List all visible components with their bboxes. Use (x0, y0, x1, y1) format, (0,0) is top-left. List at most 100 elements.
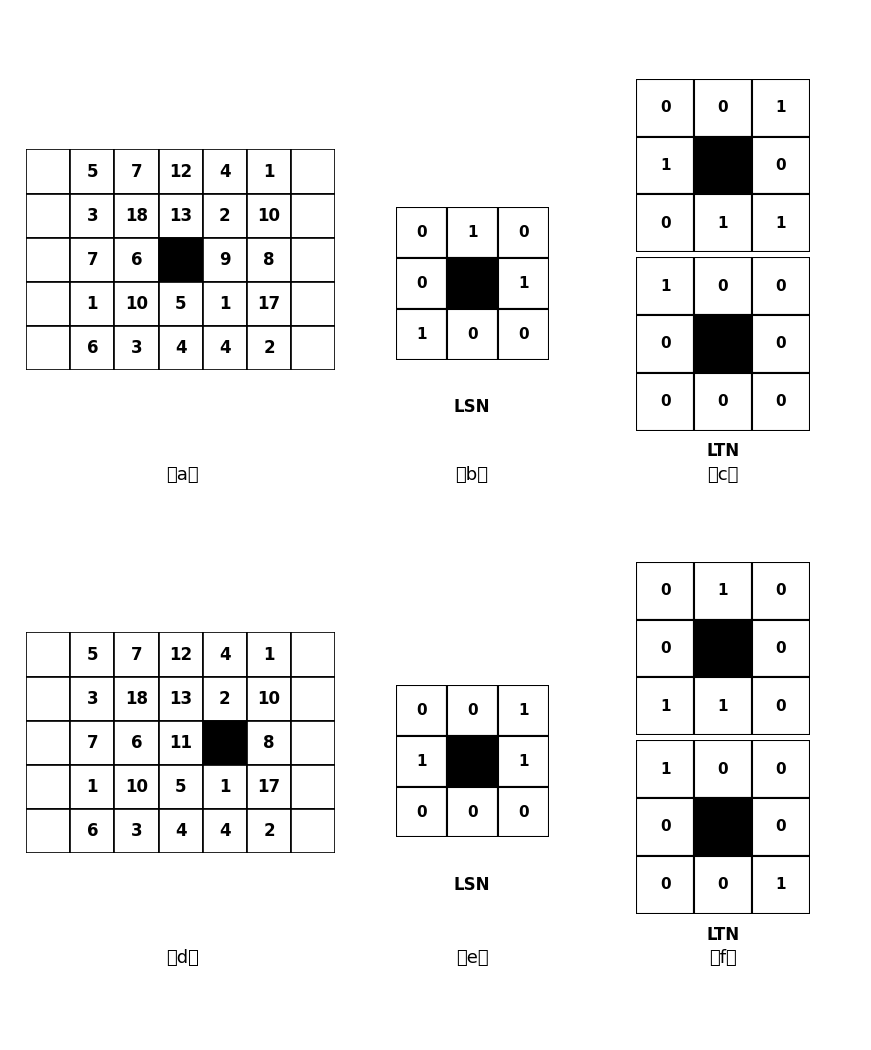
Text: 3: 3 (86, 207, 98, 225)
Bar (203, 237, 247, 282)
Text: 1: 1 (660, 278, 671, 294)
Text: 1: 1 (86, 778, 98, 796)
Bar (291, 237, 335, 282)
Text: 0: 0 (416, 225, 427, 240)
Bar (752, 677, 809, 735)
Bar (291, 193, 335, 237)
Text: 0: 0 (775, 336, 786, 352)
Bar (637, 315, 694, 373)
Text: LTN: LTN (706, 925, 739, 944)
Bar (637, 856, 694, 914)
Bar (26, 632, 71, 676)
Text: 0: 0 (718, 761, 728, 777)
Bar (159, 149, 203, 193)
Text: 0: 0 (416, 702, 427, 718)
Text: 0: 0 (660, 640, 671, 656)
Bar (752, 740, 809, 798)
Bar (637, 740, 694, 798)
Text: 0: 0 (660, 583, 671, 598)
Text: LSN: LSN (454, 876, 490, 895)
Bar (637, 257, 694, 315)
Text: 4: 4 (219, 822, 231, 840)
Bar (71, 149, 114, 193)
Bar (498, 736, 549, 786)
Bar (71, 193, 114, 237)
Text: 11: 11 (169, 734, 192, 752)
Text: 7: 7 (86, 251, 98, 269)
Bar (71, 327, 114, 371)
Bar (694, 740, 752, 798)
Text: 0: 0 (718, 877, 728, 892)
Bar (71, 810, 114, 854)
Bar (291, 765, 335, 810)
Bar (247, 327, 291, 371)
Bar (694, 562, 752, 619)
Text: 4: 4 (219, 163, 231, 181)
Text: 1: 1 (219, 778, 231, 796)
Bar (26, 765, 71, 810)
Bar (71, 676, 114, 720)
Bar (752, 373, 809, 430)
Text: 18: 18 (125, 207, 148, 225)
Bar (752, 257, 809, 315)
Bar (694, 257, 752, 315)
Bar (752, 194, 809, 252)
Text: 10: 10 (258, 690, 280, 708)
Bar (26, 327, 71, 371)
Text: （b）: （b） (456, 465, 489, 484)
Text: 8: 8 (263, 734, 275, 752)
Text: 5: 5 (86, 646, 98, 664)
Bar (694, 79, 752, 136)
Text: 0: 0 (518, 804, 529, 820)
Text: （e）: （e） (456, 948, 489, 967)
Bar (26, 193, 71, 237)
Bar (26, 810, 71, 854)
Bar (26, 237, 71, 282)
Bar (498, 207, 549, 258)
Text: 1: 1 (518, 702, 529, 718)
Bar (203, 720, 247, 765)
Text: 1: 1 (775, 877, 786, 892)
Text: 1: 1 (416, 327, 427, 342)
Text: 0: 0 (775, 394, 786, 410)
Bar (159, 765, 203, 810)
Text: 1: 1 (263, 163, 275, 181)
Bar (71, 765, 114, 810)
Text: （a）: （a） (166, 465, 199, 484)
Bar (637, 79, 694, 136)
Text: 3: 3 (131, 339, 142, 357)
Bar (26, 676, 71, 720)
Text: 6: 6 (131, 734, 142, 752)
Bar (637, 373, 694, 430)
Bar (291, 810, 335, 854)
Bar (694, 194, 752, 252)
Bar (752, 562, 809, 619)
Bar (203, 676, 247, 720)
Bar (752, 798, 809, 856)
Bar (203, 149, 247, 193)
Bar (71, 282, 114, 327)
Text: （c）: （c） (707, 465, 739, 484)
Text: 0: 0 (775, 583, 786, 598)
Bar (291, 282, 335, 327)
Text: 6: 6 (86, 822, 98, 840)
Bar (159, 282, 203, 327)
Text: 18: 18 (125, 690, 148, 708)
Text: 4: 4 (175, 822, 186, 840)
Bar (114, 237, 159, 282)
Bar (247, 676, 291, 720)
Text: 6: 6 (131, 251, 142, 269)
Bar (247, 810, 291, 854)
Text: 12: 12 (169, 163, 192, 181)
Text: 0: 0 (660, 877, 671, 892)
Bar (203, 765, 247, 810)
Text: （d）: （d） (166, 948, 199, 967)
Bar (247, 765, 291, 810)
Bar (447, 207, 498, 258)
Text: 1: 1 (518, 754, 529, 769)
Text: 2: 2 (219, 207, 231, 225)
Bar (637, 194, 694, 252)
Bar (637, 620, 694, 677)
Text: 0: 0 (775, 640, 786, 656)
Text: 1: 1 (518, 276, 529, 291)
